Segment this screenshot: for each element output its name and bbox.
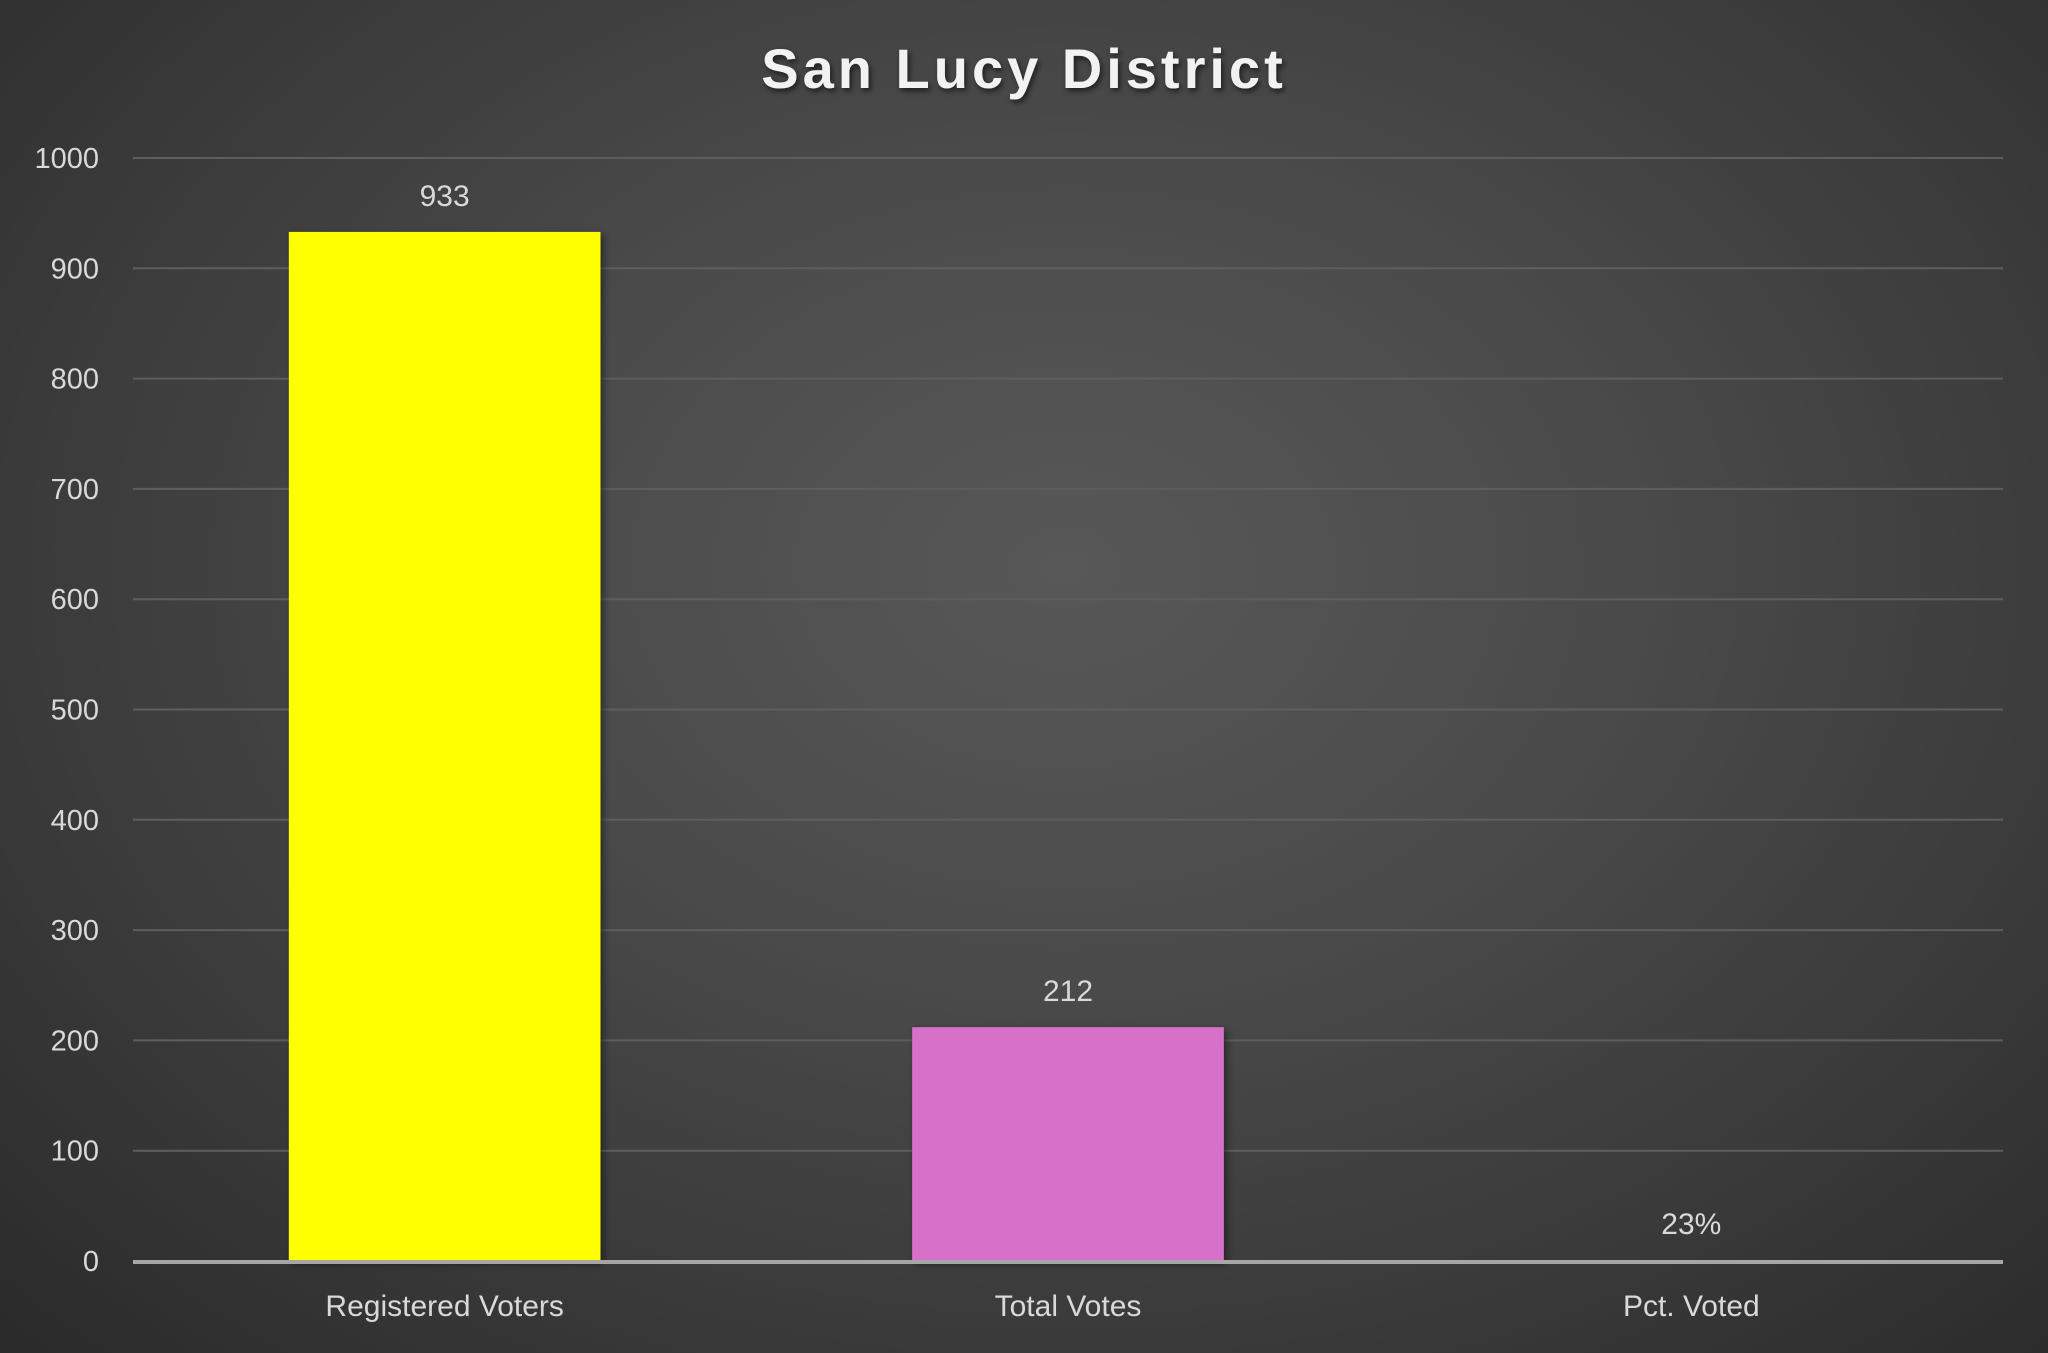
y-tick-label: 900 — [51, 253, 99, 285]
y-tick-label: 1000 — [34, 143, 99, 175]
x-tick-label: Pct. Voted — [1623, 1290, 1760, 1323]
y-tick-label: 500 — [51, 695, 99, 727]
y-tick-label: 400 — [51, 805, 99, 837]
y-tick-label: 100 — [51, 1136, 99, 1168]
data-labels: 933 212 23% — [420, 180, 1722, 1241]
y-axis-tick-labels: 0 100 200 300 400 500 600 700 800 900 1000 — [34, 143, 99, 1278]
y-tick-label: 700 — [51, 474, 99, 506]
chart-title: San Lucy District — [761, 37, 1286, 100]
bars — [288, 231, 1848, 1261]
x-axis-tick-labels: Registered Voters Total Votes Pct. Voted — [325, 1290, 1759, 1323]
data-label: 212 — [1043, 975, 1093, 1008]
y-tick-label: 600 — [51, 584, 99, 616]
y-tick-label: 200 — [51, 1025, 99, 1057]
y-tick-label: 0 — [83, 1246, 99, 1278]
bar-registered-voters — [288, 231, 601, 1261]
data-label: 933 — [420, 180, 470, 213]
x-tick-label: Registered Voters — [325, 1290, 563, 1323]
bar-total-votes — [912, 1027, 1224, 1261]
x-tick-label: Total Votes — [995, 1290, 1142, 1323]
data-label: 23% — [1661, 1208, 1721, 1241]
y-tick-label: 300 — [51, 915, 99, 947]
y-tick-label: 800 — [51, 364, 99, 396]
